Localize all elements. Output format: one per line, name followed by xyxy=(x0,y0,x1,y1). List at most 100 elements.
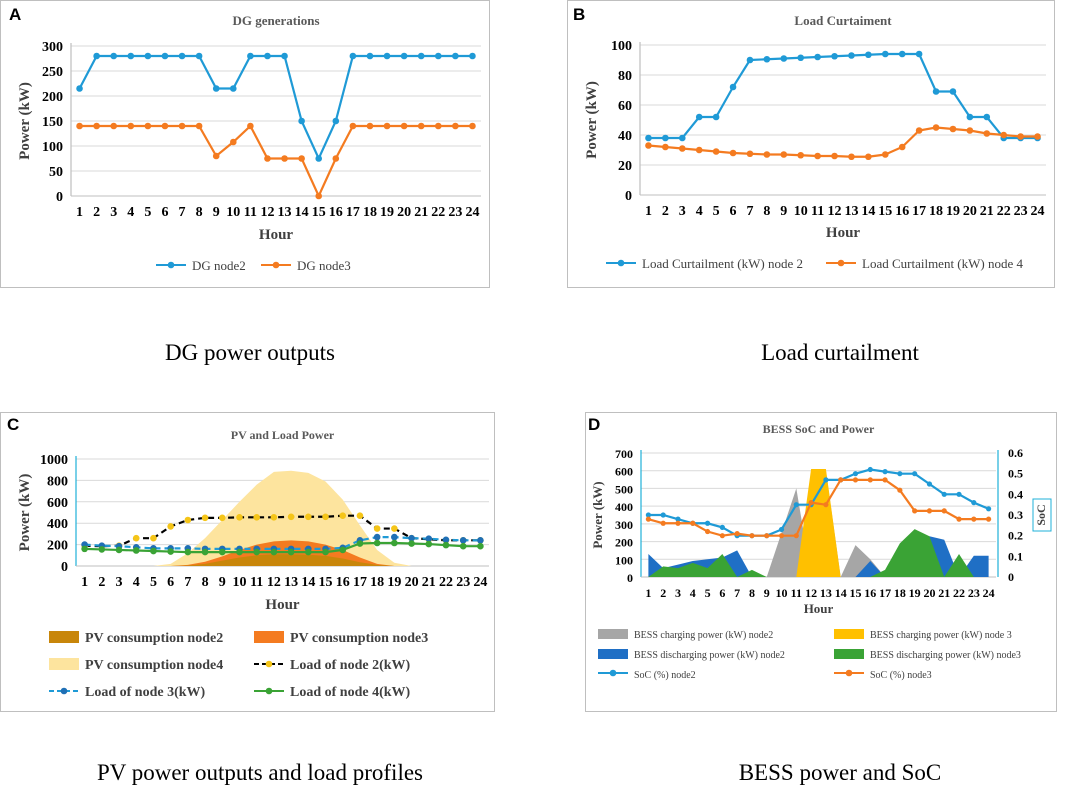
chart-title: DG generations xyxy=(232,13,319,28)
x-tick-label: 4 xyxy=(127,205,134,220)
data-point xyxy=(675,520,681,526)
data-point xyxy=(110,122,118,130)
data-point xyxy=(881,151,889,158)
data-point xyxy=(1017,133,1024,140)
legend-label: PV consumption node3 xyxy=(290,631,428,646)
legend-label: Load of node 4(kW) xyxy=(290,685,411,700)
series-line xyxy=(648,52,1038,140)
data-point xyxy=(941,508,947,514)
y-tick-label: 0 xyxy=(627,571,633,585)
data-point xyxy=(459,537,467,544)
data-point xyxy=(383,122,391,130)
x-tick-label: 11 xyxy=(791,586,802,600)
data-point xyxy=(915,127,923,134)
x-tick-label: 16 xyxy=(336,575,350,590)
y-tick-label: 250 xyxy=(42,65,63,80)
data-point xyxy=(81,545,88,553)
x-tick-label: 12 xyxy=(260,205,274,220)
data-point xyxy=(322,513,329,521)
x-tick-label: 6 xyxy=(161,205,168,220)
legend-swatch xyxy=(598,649,628,659)
data-point xyxy=(734,531,740,537)
data-point xyxy=(195,52,203,60)
data-point xyxy=(675,516,681,522)
y2-tick-label: 0.5 xyxy=(1008,467,1023,481)
data-point xyxy=(373,533,381,541)
data-point xyxy=(949,88,957,95)
x-tick-label: 15 xyxy=(878,204,892,219)
data-point xyxy=(93,52,100,60)
data-point xyxy=(400,122,408,130)
x-tick-label: 13 xyxy=(844,204,858,219)
data-point xyxy=(983,113,991,121)
legend-swatch xyxy=(598,629,628,639)
caption-b: Load curtailment xyxy=(761,340,919,365)
legend-label: SoC (%) node2 xyxy=(634,670,696,681)
data-point xyxy=(339,546,347,554)
y-tick-label: 800 xyxy=(47,474,68,489)
data-point xyxy=(749,533,755,539)
y-tick-label: 100 xyxy=(42,140,63,155)
data-point xyxy=(127,122,135,130)
data-point xyxy=(305,548,312,556)
y-tick-label: 500 xyxy=(615,482,633,496)
x-tick-label: 17 xyxy=(353,575,367,590)
x-tick-label: 3 xyxy=(116,575,123,590)
data-point xyxy=(201,548,209,556)
data-point xyxy=(848,52,855,59)
legend-label: BESS charging power (kW) node2 xyxy=(634,630,773,641)
x-tick-label: 5 xyxy=(705,586,711,600)
x-tick-label: 1 xyxy=(81,575,88,590)
y-tick-label: 200 xyxy=(615,536,633,550)
x-tick-label: 3 xyxy=(679,204,686,219)
x-tick-label: 6 xyxy=(167,575,174,590)
data-point xyxy=(645,512,651,518)
x-tick-label: 22 xyxy=(997,204,1011,219)
x-tick-label: 19 xyxy=(946,204,960,219)
legend-label: DG node3 xyxy=(297,258,351,273)
data-point xyxy=(712,148,720,155)
data-point xyxy=(212,152,220,160)
x-tick-label: 12 xyxy=(805,586,817,600)
legend-marker xyxy=(272,261,280,269)
data-point xyxy=(110,52,118,60)
data-point xyxy=(98,546,106,553)
x-tick-label: 23 xyxy=(448,205,462,220)
x-tick-label: 14 xyxy=(301,575,315,590)
data-point xyxy=(1034,133,1041,140)
x-tick-label: 10 xyxy=(794,204,808,219)
data-point xyxy=(695,113,703,121)
data-point xyxy=(469,122,476,130)
chart-panel-d: BESS SoC and Power 0 100 200 300 400 500 600 700… xyxy=(585,412,1057,712)
y-tick-label: 300 xyxy=(42,40,63,55)
data-point xyxy=(729,83,737,91)
data-point xyxy=(212,85,220,92)
x-tick-label: 7 xyxy=(734,586,740,600)
x-tick-label: 15 xyxy=(319,575,333,590)
x-tick-label: 12 xyxy=(267,575,281,590)
data-point xyxy=(814,152,821,160)
x-tick-label: 10 xyxy=(226,205,240,220)
data-point xyxy=(442,536,450,544)
data-point xyxy=(662,134,669,142)
data-point xyxy=(373,525,381,532)
x-tick-label: 9 xyxy=(780,204,787,219)
x-tick-label: 8 xyxy=(763,204,770,219)
data-point xyxy=(949,125,957,133)
data-point xyxy=(366,52,374,60)
data-point xyxy=(332,155,340,162)
x-tick-label: 9 xyxy=(764,586,770,600)
data-point xyxy=(218,514,226,522)
data-point xyxy=(852,471,859,477)
data-point xyxy=(729,149,737,157)
y-tick-label: 0 xyxy=(625,189,632,204)
x-tick-label: 24 xyxy=(473,575,487,590)
panel-label-d: D xyxy=(588,415,601,434)
data-point xyxy=(236,514,243,521)
y-tick-label: 600 xyxy=(47,496,68,511)
x-tick-label: 14 xyxy=(861,204,875,219)
data-point xyxy=(678,145,686,152)
data-point xyxy=(167,523,174,530)
x-tick-label: 24 xyxy=(465,205,479,220)
